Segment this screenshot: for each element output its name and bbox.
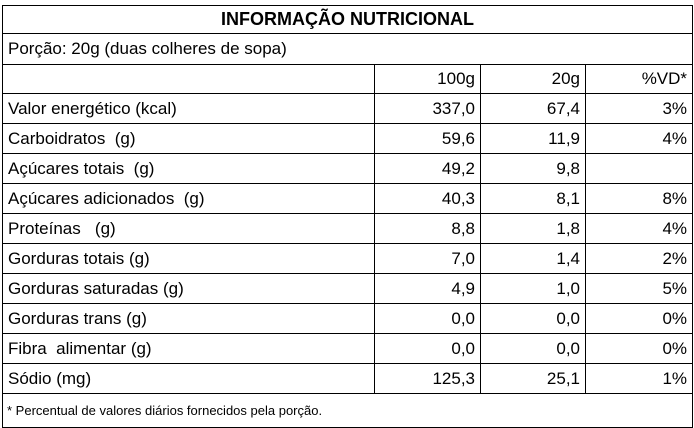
nutrient-row: Açúcares adicionados (g) 40,3 8,1 8% [2, 183, 694, 214]
header-blank [2, 64, 375, 94]
nutrient-row: Gorduras trans (g) 0,0 0,0 0% [2, 303, 694, 334]
nutrient-row: Fibra alimentar (g) 0,0 0,0 0% [2, 333, 694, 364]
value-cell: 49,2 [374, 153, 481, 184]
value-cell: 40,3 [374, 183, 481, 214]
nutrient-name: Valor energético (kcal) [2, 93, 375, 124]
column-header: %VD* [584, 64, 694, 94]
column-header: 20g [480, 64, 586, 94]
value-cell: 9,8 [480, 153, 586, 184]
value-cell: 337,0 [374, 93, 481, 124]
value-cell [584, 153, 694, 184]
portion-row: Porção: 20g (duas colheres de sopa) [1, 33, 694, 65]
nutrient-name: Proteínas (g) [2, 213, 375, 244]
value-cell: 5% [584, 273, 694, 304]
nutrient-name: Sódio (mg) [2, 363, 375, 394]
nutrient-row: Gorduras saturadas (g) 4,9 1,0 5% [2, 273, 694, 304]
value-cell: 2% [584, 243, 694, 274]
value-cell: 1,0 [480, 273, 586, 304]
value-cell: 0,0 [374, 303, 481, 334]
header-row: 100g 20g %VD* [2, 64, 694, 94]
nutrient-row: Sódio (mg) 125,3 25,1 1% [2, 363, 694, 394]
value-cell: 11,9 [480, 123, 586, 154]
portion: Porção: 20g (duas colheres de sopa) [1, 33, 694, 65]
nutrient-name: Açúcares adicionados (g) [2, 183, 375, 214]
nutrition-table: INFORMAÇÃO NUTRICIONAL Porção: 20g (duas… [1, 5, 694, 428]
footnote-row: * Percentual de valores diários fornecid… [1, 393, 694, 428]
nutrient-name: Açúcares totais (g) [2, 153, 375, 184]
footnote: * Percentual de valores diários fornecid… [1, 393, 694, 428]
nutrient-row: Carboidratos (g) 59,6 11,9 4% [2, 123, 694, 154]
value-cell: 1,4 [480, 243, 586, 274]
value-cell: 0% [584, 303, 694, 334]
nutrient-row: Gorduras totais (g) 7,0 1,4 2% [2, 243, 694, 274]
value-cell: 67,4 [480, 93, 586, 124]
value-cell: 4,9 [374, 273, 481, 304]
nutrient-row: Açúcares totais (g) 49,2 9,8 [2, 153, 694, 184]
value-cell: 0% [584, 333, 694, 364]
value-cell: 4% [584, 123, 694, 154]
value-cell: 0,0 [480, 303, 586, 334]
value-cell: 3% [584, 93, 694, 124]
nutrient-name: Carboidratos (g) [2, 123, 375, 154]
value-cell: 8,8 [374, 213, 481, 244]
value-cell: 1% [584, 363, 694, 394]
value-cell: 25,1 [480, 363, 586, 394]
value-cell: 0,0 [480, 333, 586, 364]
value-cell: 1,8 [480, 213, 586, 244]
value-cell: 4% [584, 213, 694, 244]
nutrient-row: Valor energético (kcal) 337,0 67,4 3% [2, 93, 694, 124]
value-cell: 0,0 [374, 333, 481, 364]
value-cell: 59,6 [374, 123, 481, 154]
nutrient-name: Fibra alimentar (g) [2, 333, 375, 364]
value-cell: 7,0 [374, 243, 481, 274]
nutrient-name: Gorduras trans (g) [2, 303, 375, 334]
value-cell: 8% [584, 183, 694, 214]
nutrient-row: Proteínas (g) 8,8 1,8 4% [2, 213, 694, 244]
column-header: 100g [374, 64, 481, 94]
value-cell: 8,1 [480, 183, 586, 214]
title: INFORMAÇÃO NUTRICIONAL [1, 5, 694, 34]
value-cell: 125,3 [374, 363, 481, 394]
nutrient-name: Gorduras saturadas (g) [2, 273, 375, 304]
title-row: INFORMAÇÃO NUTRICIONAL [1, 5, 694, 34]
nutrient-name: Gorduras totais (g) [2, 243, 375, 274]
